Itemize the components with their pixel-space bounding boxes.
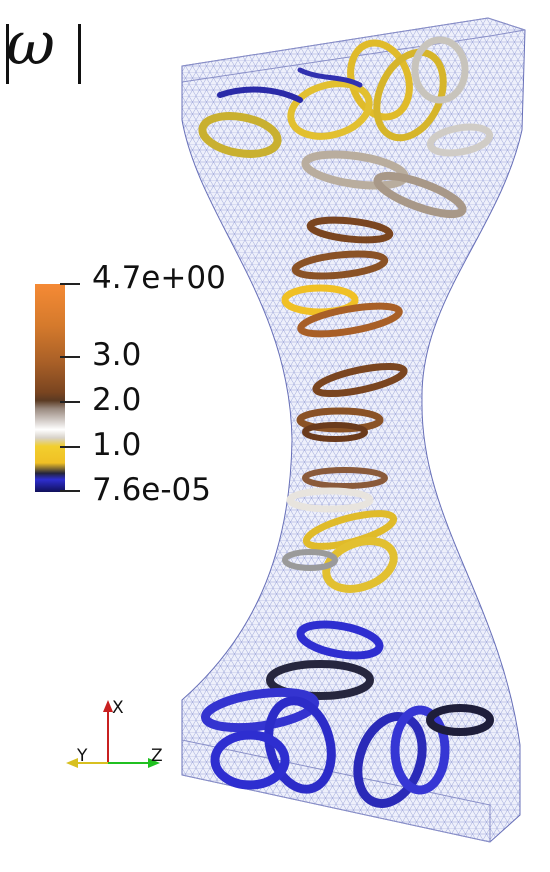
colorbar-tick [60,446,80,448]
vortex-rings-bottom [200,620,494,809]
axis-x-label: X [112,698,124,718]
axis-y-label: Y [77,746,88,766]
colorbar-label: 4.7e+00 [92,260,226,296]
colorbar-tick [60,490,80,492]
title-bar-right [78,24,81,84]
colorbar-label: 2.0 [92,382,142,418]
axis-z-label: Z [151,746,163,766]
vortex-rings-middle [281,216,408,593]
colorbar-tick [60,283,80,285]
colorbar-tick [60,401,80,403]
colorbar [35,284,65,492]
mesh-edge-bottom [181,739,491,843]
vortex-rings-top [198,36,494,219]
colorbar-label: 3.0 [92,337,142,373]
colorbar-label: 7.6e-05 [92,472,212,508]
axes-triad [66,700,160,768]
mesh-edge-top [181,17,526,83]
title-bar-left [6,24,9,84]
vorticity-title: ω [6,9,55,79]
colorbar-label: 1.0 [92,427,142,463]
colorbar-tick [60,356,80,358]
